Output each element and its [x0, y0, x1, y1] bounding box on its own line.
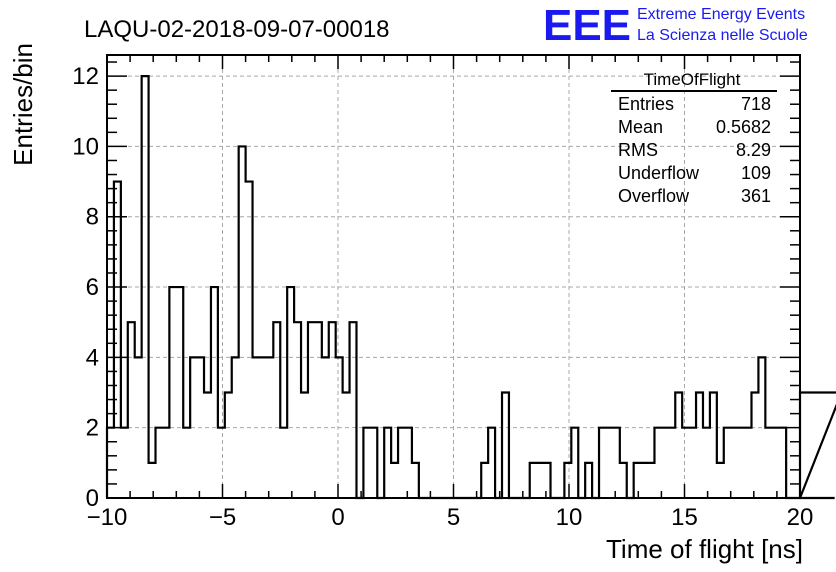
stats-label: Underflow: [618, 163, 700, 183]
x-tick-label: 5: [447, 504, 460, 531]
stats-label: RMS: [618, 140, 658, 160]
stats-value: 0.5682: [716, 117, 771, 137]
eee-logo-line2: La Scienza nelle Scuole: [637, 27, 808, 44]
stats-label: Mean: [618, 117, 663, 137]
y-axis-label: Entries/bin: [8, 43, 38, 166]
stats-title: TimeOfFlight: [644, 70, 741, 89]
stats-value: 718: [741, 94, 771, 114]
x-tick-label: 0: [331, 504, 344, 531]
x-axis-label: Time of flight [ns]: [606, 534, 803, 564]
eee-logo-mark: EEE: [543, 1, 631, 50]
y-tick-label: 4: [86, 344, 99, 371]
y-tick-label: 8: [86, 204, 99, 231]
axes: −10 −5 0 5 10 15 20 0 2 4 6 8 10 12: [72, 54, 814, 531]
x-tick-label: 20: [787, 504, 814, 531]
y-tick-label: 0: [86, 485, 99, 512]
grid-lines: [107, 55, 800, 498]
y-tick-label: 2: [86, 415, 99, 442]
x-tick-label: −10: [87, 504, 128, 531]
stats-value: 109: [741, 163, 771, 183]
y-tick-label: 12: [72, 63, 99, 90]
stats-value: 361: [741, 186, 771, 206]
stats-value: 8.29: [736, 140, 771, 160]
x-tick-label: −5: [209, 504, 236, 531]
eee-logo-line1: Extreme Energy Events: [637, 6, 805, 23]
x-tick-label: 15: [671, 504, 698, 531]
statistics-box: TimeOfFlight Entries 718 Mean 0.5682 RMS 8.29…: [611, 70, 777, 206]
y-tick-label: 10: [72, 133, 99, 160]
chart-title: LAQU-02-2018-09-07-00018: [84, 16, 390, 43]
stats-label: Overflow: [618, 186, 690, 206]
eee-logo: EEE Extreme Energy Events La Scienza nel…: [543, 1, 808, 50]
y-tick-label: 6: [86, 274, 99, 301]
x-tick-label: 10: [556, 504, 583, 531]
stats-label: Entries: [618, 94, 674, 114]
